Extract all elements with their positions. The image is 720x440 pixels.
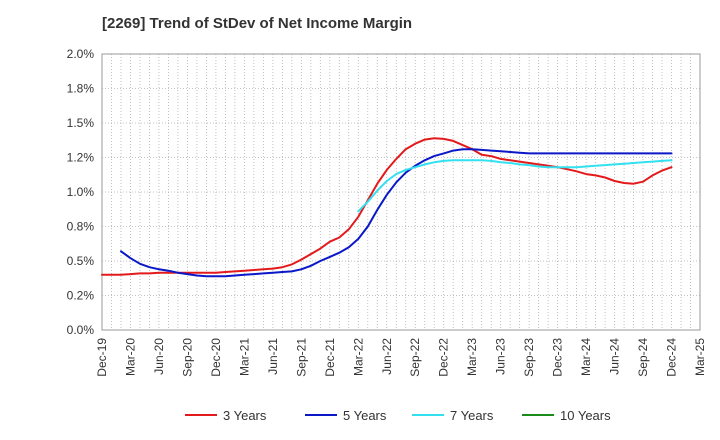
- legend-label-5-years: 5 Years: [343, 408, 387, 423]
- series-layer: [101, 137, 673, 278]
- legend-label-7-years: 7 Years: [450, 408, 494, 423]
- x-tick-label: Mar-25: [693, 338, 707, 376]
- x-tick-label: Sep-23: [522, 338, 536, 377]
- x-tick-label: Mar-20: [123, 338, 137, 376]
- y-tick-label: 0.0%: [67, 323, 95, 337]
- x-tick-label: Sep-21: [294, 338, 308, 377]
- x-tick-label: Mar-22: [351, 338, 365, 376]
- x-tick-label: Dec-24: [665, 338, 679, 377]
- x-tick-label: Sep-20: [180, 338, 194, 377]
- x-tick-label: Sep-22: [408, 338, 422, 377]
- x-tick-label: Mar-21: [237, 338, 251, 376]
- y-tick-label: 0.8%: [67, 220, 95, 234]
- x-tick-label: Dec-19: [95, 338, 109, 377]
- y-tick-label: 0.5%: [67, 254, 95, 268]
- y-axis: 0.0% 0.2% 0.5% 0.8% 1.0% 1.2% 1.5% 1.8% 2.0%: [67, 47, 95, 337]
- series-line-7-years: [357, 159, 673, 213]
- y-tick-label: 1.5%: [67, 116, 95, 130]
- x-tick-label: Dec-21: [323, 338, 337, 377]
- y-tick-label: 1.2%: [67, 151, 95, 165]
- chart-title: [2269] Trend of StDev of Net Income Marg…: [102, 15, 412, 32]
- plot-area: [101, 53, 701, 331]
- x-tick-label: Mar-23: [465, 338, 479, 376]
- legend-label-3-years: 3 Years: [223, 408, 267, 423]
- x-tick-label: Sep-24: [636, 338, 650, 377]
- y-tick-label: 1.0%: [67, 185, 95, 199]
- x-tick-label: Jun-24: [608, 338, 622, 375]
- x-tick-label: Jun-20: [152, 338, 166, 375]
- y-tick-label: 2.0%: [67, 47, 95, 61]
- x-tick-label: Jun-21: [266, 338, 280, 375]
- grid-lines: [101, 53, 701, 331]
- series-line-3-years: [101, 137, 673, 276]
- x-tick-label: Jun-23: [494, 338, 508, 375]
- x-tick-label: Dec-23: [551, 338, 565, 377]
- x-tick-label: Dec-22: [437, 338, 451, 377]
- x-tick-label: Jun-22: [380, 338, 394, 375]
- x-tick-label: Mar-24: [579, 338, 593, 376]
- x-axis: Dec-19 Mar-20 Jun-20 Sep-20 Dec-20 Mar-21 Jun-…: [95, 338, 707, 377]
- y-tick-label: 1.8%: [67, 82, 95, 96]
- legend-label-10-years: 10 Years: [560, 408, 611, 423]
- legend: 3 Years 5 Years 7 Years 10 Years: [185, 408, 611, 423]
- series-line-5-years: [120, 148, 673, 278]
- y-tick-label: 0.2%: [67, 289, 95, 303]
- x-tick-label: Dec-20: [209, 338, 223, 377]
